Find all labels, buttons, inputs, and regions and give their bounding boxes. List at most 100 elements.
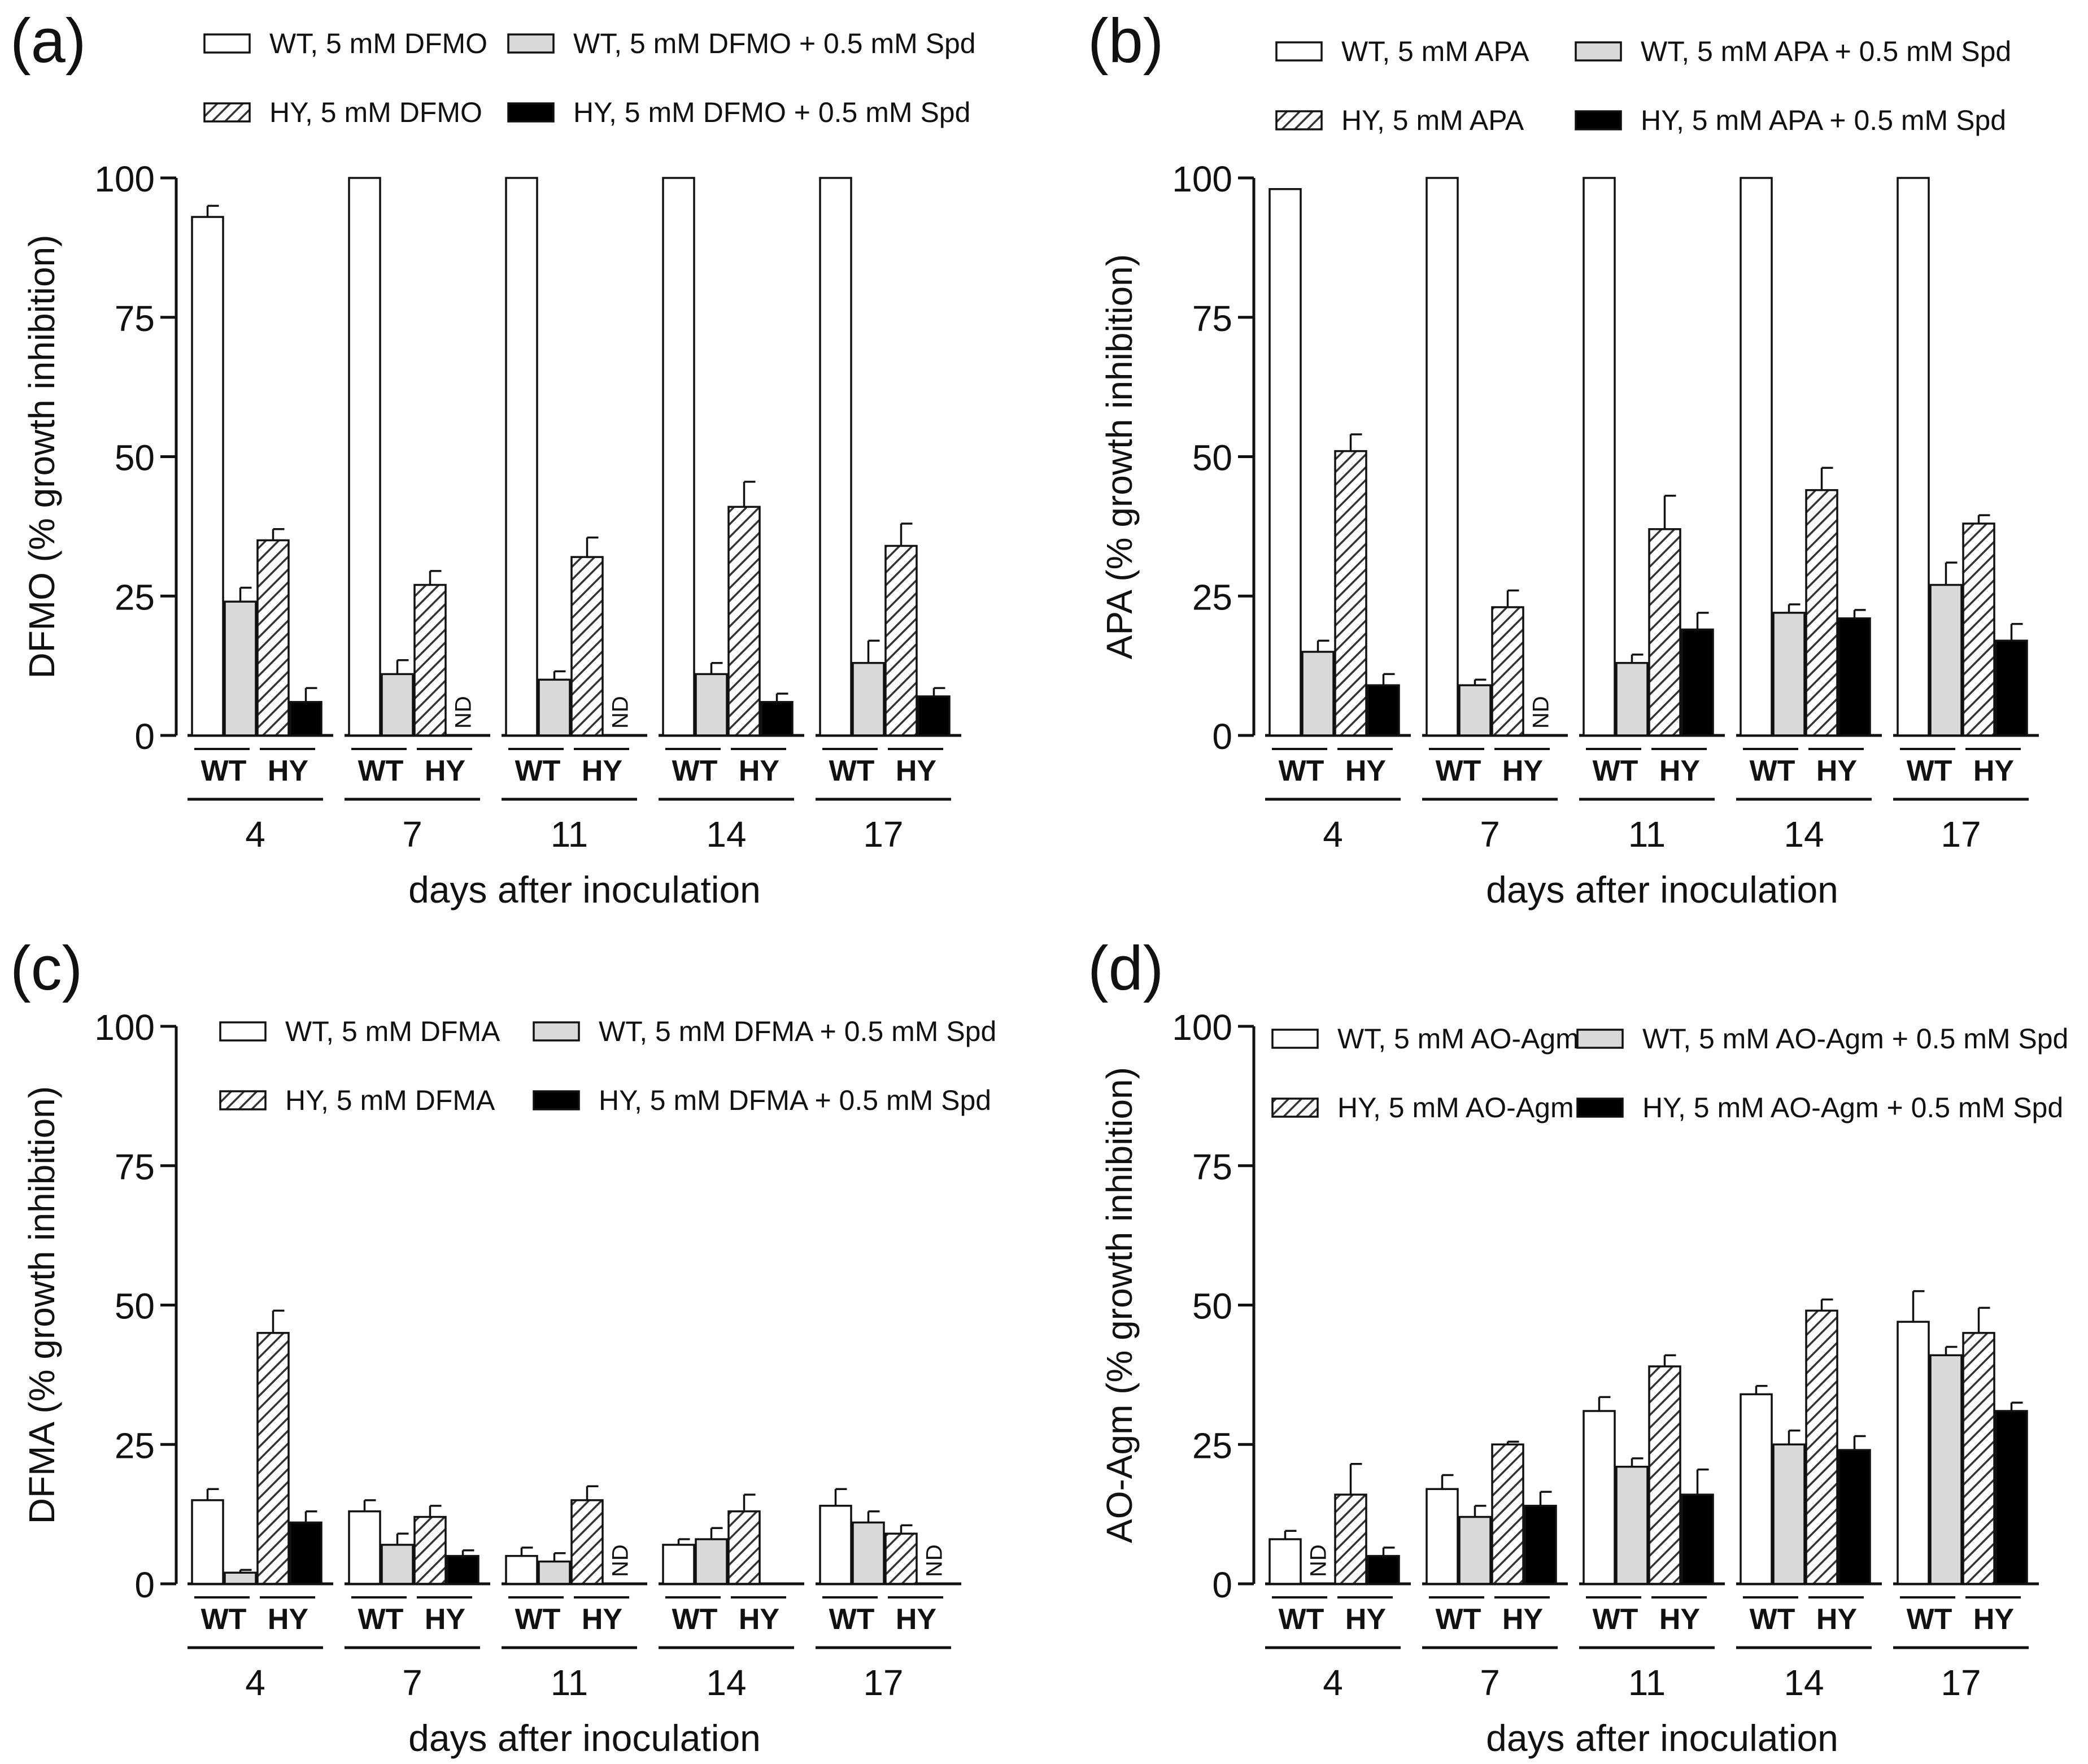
legend-label: HY, 5 mM DFMA xyxy=(285,1084,495,1116)
x-tick-label: 11 xyxy=(551,814,588,855)
bar-hy xyxy=(1805,489,1838,737)
y-tick-label: 0 xyxy=(134,1565,155,1605)
x-axis-title: days after inoculation xyxy=(408,869,761,911)
bar-hy xyxy=(1334,450,1367,737)
nd-label: ND xyxy=(1306,1544,1331,1577)
group-label-wt: WT xyxy=(1750,755,1795,787)
group-label-hy: HY xyxy=(739,1603,779,1636)
legend-swatch-hy-spd xyxy=(507,102,555,123)
bar-hy xyxy=(727,506,761,737)
x-tick-label: 17 xyxy=(863,814,903,855)
bar-hy xyxy=(1962,522,1995,737)
bar-hy-spd xyxy=(1995,639,2028,737)
group-label-wt: WT xyxy=(201,1603,247,1636)
group-label-hy: HY xyxy=(582,1603,622,1636)
legend-swatch-hy xyxy=(219,1090,267,1110)
bar-wt-spd xyxy=(1301,651,1335,737)
bar-wt-spd xyxy=(381,1544,414,1585)
bar-wt xyxy=(348,177,381,737)
bar-hy-spd xyxy=(1995,1410,2028,1585)
y-tick-label: 50 xyxy=(1192,438,1232,478)
group-label-hy: HY xyxy=(739,755,779,787)
panel-label: (d) xyxy=(1088,934,1163,1003)
group-label-wt: WT xyxy=(672,755,718,787)
nd-label: ND xyxy=(451,696,476,729)
bar-wt-spd xyxy=(538,678,571,737)
x-tick-label: 7 xyxy=(1480,1662,1500,1703)
bar-wt-spd xyxy=(1929,583,1963,737)
bar-wt xyxy=(1269,1538,1302,1585)
y-tick-label: 25 xyxy=(115,1425,155,1466)
group-label-hy: HY xyxy=(1345,755,1386,787)
bar-wt-spd xyxy=(852,1521,885,1585)
group-label-hy: HY xyxy=(1659,755,1700,787)
bar-wt-spd xyxy=(1772,612,1806,737)
group-label-wt: WT xyxy=(1436,1603,1481,1636)
bar-hy-spd xyxy=(1367,684,1400,737)
x-axis-title: days after inoculation xyxy=(1486,1717,1838,1759)
legend-label: HY, 5 mM AO-Agm xyxy=(1337,1092,1574,1123)
bar-wt xyxy=(1897,177,1930,737)
bar-hy xyxy=(570,556,604,737)
y-tick-label: 50 xyxy=(1192,1286,1232,1327)
x-tick-label: 17 xyxy=(863,1662,903,1703)
legend-swatch-hy xyxy=(203,102,251,123)
group-label-wt: WT xyxy=(1907,755,1952,787)
legend-label: HY, 5 mM APA xyxy=(1341,104,1524,136)
x-tick-label: 4 xyxy=(245,1662,265,1703)
y-tick-label: 50 xyxy=(115,438,155,478)
bar-wt-spd xyxy=(1458,684,1492,737)
bar-hy-spd xyxy=(1681,628,1714,737)
x-tick-label: 14 xyxy=(1784,814,1824,855)
y-axis-title: DFMO (% growth inhibition) xyxy=(21,235,62,679)
bar-hy xyxy=(570,1499,604,1585)
y-axis-title: AO-Agm (% growth inhibition) xyxy=(1099,1067,1140,1543)
legend-swatch-wt-spd xyxy=(533,1021,580,1042)
x-tick-label: 14 xyxy=(1784,1662,1824,1703)
chart-panel: (b) 0 25 50 75 100 APA (% growth inhibition) WT… xyxy=(1088,6,2039,911)
bar-wt xyxy=(191,1499,224,1585)
y-tick-label: 25 xyxy=(1192,1425,1232,1466)
bar-wt-spd xyxy=(1615,1465,1649,1585)
nd-label: ND xyxy=(608,696,633,729)
bar-hy xyxy=(1491,606,1524,737)
x-tick-label: 7 xyxy=(402,1662,422,1703)
group-label-hy: HY xyxy=(1502,755,1543,787)
group-label-wt: WT xyxy=(1593,1603,1638,1636)
y-tick-label: 75 xyxy=(115,298,155,339)
bar-wt xyxy=(191,216,224,737)
legend-swatch-wt-spd xyxy=(1575,41,1622,62)
bar-hy-spd xyxy=(1524,1505,1557,1585)
bar-wt-spd xyxy=(1615,661,1649,737)
y-tick-label: 100 xyxy=(1172,159,1232,199)
group-label-hy: HY xyxy=(1816,1603,1857,1636)
x-tick-label: 14 xyxy=(706,1662,746,1703)
group-label-hy: HY xyxy=(1345,1603,1386,1636)
legend-label: HY, 5 mM DFMO xyxy=(269,97,482,128)
y-tick-label: 25 xyxy=(1192,577,1232,617)
group-label-wt: WT xyxy=(1279,755,1324,787)
bar-hy xyxy=(413,1515,447,1585)
panel-label: (a) xyxy=(10,6,86,76)
bar-hy-spd xyxy=(760,701,794,737)
legend-label: HY, 5 mM DFMA + 0.5 mM Spd xyxy=(599,1084,991,1116)
legend-label: WT, 5 mM AO-Agm xyxy=(1337,1023,1579,1055)
legend-swatch-wt-spd xyxy=(507,33,555,54)
group-label-wt: WT xyxy=(1750,1603,1795,1636)
x-tick-label: 11 xyxy=(1628,1662,1666,1703)
group-label-wt: WT xyxy=(829,1603,875,1636)
bar-hy xyxy=(1648,1365,1681,1585)
legend-label: HY, 5 mM APA + 0.5 mM Spd xyxy=(1641,104,2006,136)
bar-wt xyxy=(1426,1488,1459,1585)
bar-hy xyxy=(1334,1493,1367,1585)
bar-wt-spd xyxy=(1772,1443,1806,1585)
bar-wt xyxy=(662,1544,695,1585)
legend-label: HY, 5 mM AO-Agm + 0.5 mM Spd xyxy=(1642,1092,2063,1123)
bar-wt xyxy=(505,177,538,737)
group-label-wt: WT xyxy=(358,1603,404,1636)
bar-wt xyxy=(1897,1321,1930,1585)
bar-hy xyxy=(727,1510,761,1585)
x-tick-label: 7 xyxy=(402,814,422,855)
legend-swatch-hy xyxy=(1271,1097,1319,1118)
